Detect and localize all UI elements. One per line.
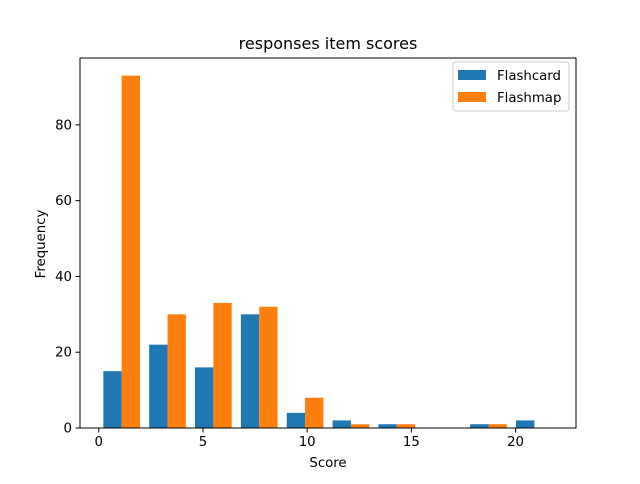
bar-flashcard-bin-0 — [103, 371, 122, 428]
x-tick-label: 15 — [403, 435, 420, 450]
x-tick-label: 20 — [507, 435, 524, 450]
legend-swatch-flashcard — [458, 70, 486, 80]
bar-flashcard-bin-4 — [286, 412, 306, 428]
bar-flashcard-bin-9 — [515, 420, 535, 428]
axes-layer: 0 5 10 15 20 0 20 40 60 80 — [55, 57, 577, 450]
bar-flashmap-bin-6 — [396, 424, 416, 428]
y-tick-label: 20 — [55, 346, 72, 361]
bar-flashcard-bin-2 — [195, 367, 214, 428]
y-tick-label: 60 — [55, 194, 72, 209]
legend-swatch-flashmap — [458, 92, 486, 102]
legend-label-flashmap: Flashmap — [497, 91, 561, 106]
x-tick-label: 10 — [299, 435, 316, 450]
bar-flashmap-bin-3 — [259, 306, 278, 428]
chart-title: responses item scores — [239, 34, 418, 53]
legend-label-flashcard: Flashcard — [497, 69, 561, 84]
bar-flashcard-bin-1 — [149, 344, 168, 428]
bar-flashcard-bin-6 — [378, 424, 397, 428]
bars-layer — [103, 75, 535, 429]
y-axis-label: Frequency — [34, 210, 49, 279]
bar-flashmap-bin-4 — [305, 397, 324, 428]
legend: Flashcard Flashmap — [452, 61, 570, 112]
bar-flashmap-bin-1 — [167, 314, 186, 428]
y-tick-label: 40 — [55, 270, 72, 285]
bar-flashmap-bin-8 — [488, 424, 507, 428]
plot-frame — [79, 57, 577, 429]
bar-flashmap-bin-5 — [350, 424, 370, 428]
y-tick-label: 0 — [64, 422, 72, 437]
x-tick-label: 5 — [199, 435, 207, 450]
bar-flashmap-bin-0 — [121, 75, 141, 429]
y-tick-label: 80 — [55, 118, 72, 133]
x-axis-label: Score — [309, 456, 346, 471]
x-tick-label: 0 — [95, 435, 103, 450]
bar-flashcard-bin-8 — [470, 424, 489, 428]
bar-flashcard-bin-5 — [332, 420, 351, 428]
bar-flashcard-bin-3 — [240, 314, 260, 428]
bar-flashmap-bin-2 — [213, 302, 232, 428]
